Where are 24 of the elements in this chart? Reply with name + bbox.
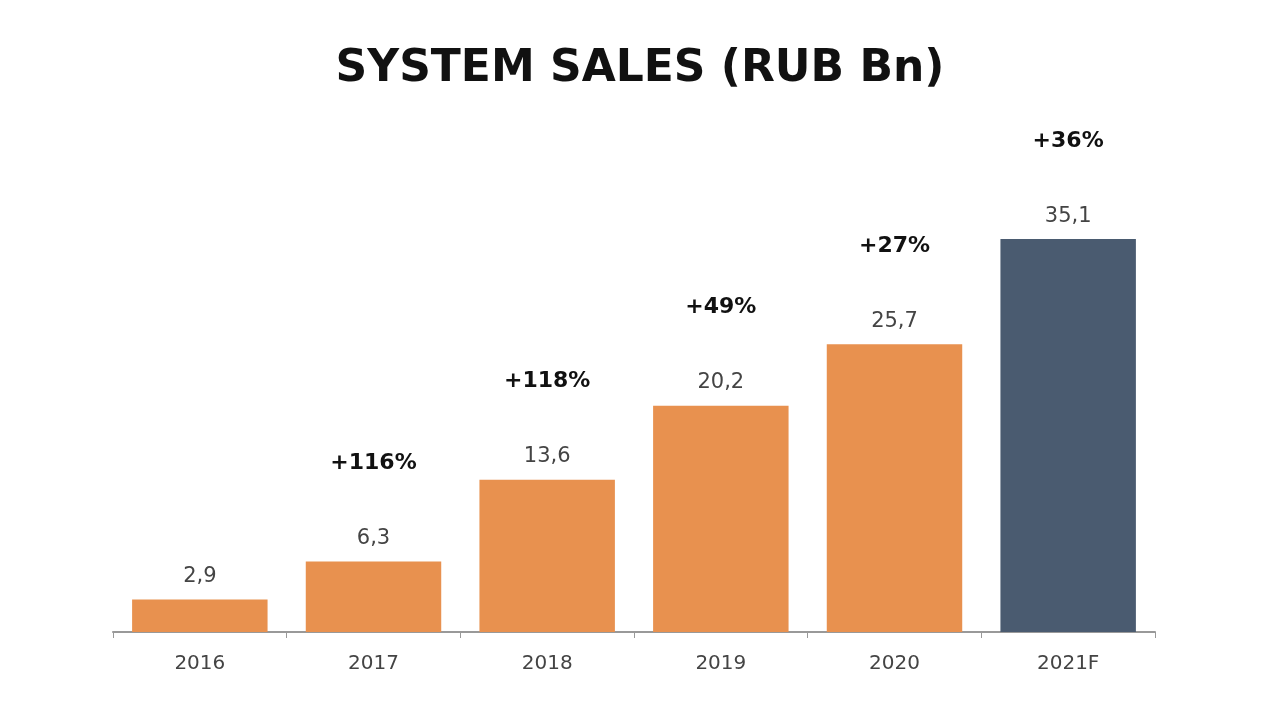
annotation: +27% [858, 231, 931, 257]
annotation: +49% [685, 293, 757, 319]
data-label: 6,3 [356, 524, 391, 549]
text: +36% [1032, 126, 1104, 152]
x-tick-label: 2021F [1036, 650, 1100, 674]
bar [653, 405, 789, 632]
x-tick-label: 2020 [869, 650, 920, 674]
annotation: +118% [503, 367, 591, 393]
x-tick-label: 2017 [348, 650, 399, 674]
x-tick-label: 2018 [521, 650, 573, 674]
data-label: 20,2 [697, 369, 745, 394]
bar [132, 599, 268, 632]
x-tick-label: 2019 [695, 650, 747, 674]
bar [826, 344, 963, 632]
annotation: +116% [330, 448, 417, 474]
data-label: 2,9 [183, 563, 217, 588]
bar [1000, 239, 1136, 632]
bar [305, 561, 442, 632]
chart-title: SYSTEM SALES (RUB Bn) [335, 39, 945, 91]
bar [479, 479, 615, 632]
data-label: 13,6 [523, 443, 571, 468]
x-tick-label: 2016 [174, 650, 226, 674]
data-label: 25,7 [871, 307, 918, 332]
data-label: 35,1 [1044, 202, 1092, 227]
